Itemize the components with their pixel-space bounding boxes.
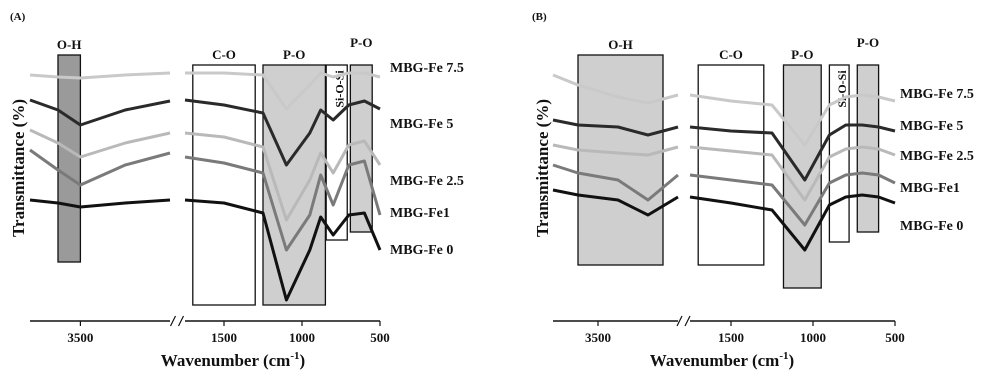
panel-b-series-line	[552, 143, 679, 157]
panel-b-series-line	[689, 93, 896, 147]
panel-b-series-label: MBG-Fe1	[900, 181, 960, 196]
panel-b-xlabel-close: )	[789, 351, 795, 370]
panel-a-series-line	[29, 98, 171, 127]
panel-a-band-label: P-O	[350, 35, 372, 50]
panel-a-axis-break-mark	[169, 315, 177, 327]
panel-b-band-label: C-O	[719, 47, 743, 62]
panel-a-xlabel-close: )	[300, 351, 306, 370]
panel-a-series-line	[184, 131, 382, 222]
panel-a-series-label: MBG-Fe 2.5	[390, 174, 464, 189]
panel-a-x-tick-label: 500	[370, 330, 390, 345]
panel-b-x-tick-label: 3500	[585, 330, 611, 345]
panel-b-series-line	[689, 145, 896, 202]
panel-a-series-label: MBG-Fe1	[390, 206, 450, 221]
panel-a-xlabel-text: Wavenumber (cm	[161, 351, 291, 370]
panel-b-series-label: MBG-Fe 2.5	[900, 149, 974, 164]
panel-b-axis-break-mark	[684, 315, 691, 327]
panel-a-x-tick-label: 1500	[211, 330, 237, 345]
panel-b-axis-break-mark	[676, 315, 683, 327]
panel-b-xlabel-sup: -1	[779, 350, 788, 362]
panel-a-band	[349, 64, 373, 233]
panel-a-axis-break-mark	[177, 315, 185, 327]
panel-b-series-line	[689, 123, 896, 182]
panel-a-series-label: MBG-Fe 7.5	[390, 61, 464, 76]
panel-b-xlabel-text: Wavenumber (cm	[650, 351, 780, 370]
panel-a: (A) Transmittance (%) Wavenumber (cm-1) …	[9, 11, 464, 370]
panel-a-series-line	[184, 98, 381, 167]
panel-b-x-tick-label: 1000	[800, 330, 826, 345]
panel-a-xlabel-sup: -1	[290, 350, 299, 362]
panel-a-series-line	[29, 148, 171, 187]
panel-a-series-line	[29, 198, 171, 209]
panel-a-band-label: O-H	[57, 37, 82, 52]
panel-a-series-label: MBG-Fe 5	[390, 117, 453, 132]
panel-a-series-label: MBG-Fe 0	[390, 243, 453, 258]
panel-b-series-line	[552, 163, 679, 202]
panel-a-series-line	[184, 155, 382, 252]
panel-a-band	[325, 64, 348, 241]
panel-a-xlabel: Wavenumber (cm-1)	[161, 350, 305, 370]
panel-b-series-line	[552, 118, 679, 137]
panel-b-label: (B)	[532, 11, 547, 23]
panel-b-ylabel: Transmittance (%)	[533, 99, 552, 237]
panel-b-x-tick-label: 500	[885, 330, 905, 345]
panel-b-series-label: MBG-Fe 7.5	[900, 87, 974, 102]
panel-a-series-line	[29, 71, 171, 80]
panel-a-band	[57, 54, 82, 263]
panel-a-x-tick-label: 3500	[67, 330, 93, 345]
panel-a-ylabel: Transmittance (%)	[9, 99, 28, 237]
panel-a-series-line	[29, 128, 171, 159]
panel-b-band	[697, 64, 765, 266]
panel-b-xlabel: Wavenumber (cm-1)	[650, 350, 794, 370]
panel-b-series-line	[552, 188, 679, 217]
panel-b-band-label: O-H	[608, 37, 633, 52]
panel-b-series-line	[689, 193, 896, 252]
panel-a-x-tick-label: 1000	[289, 330, 315, 345]
panel-b-band-label: P-O	[857, 35, 879, 50]
panel-b-series-label: MBG-Fe 0	[900, 219, 963, 234]
panel-b-x-tick-label: 1500	[718, 330, 744, 345]
panel-b-series-label: MBG-Fe 5	[900, 119, 963, 134]
panel-b-series-line	[552, 73, 679, 105]
panel-a-band-label: Si-O-Si	[332, 70, 346, 108]
panel-b-band	[577, 54, 664, 266]
panel-a-series-line	[185, 71, 381, 111]
panel-a-label: (A)	[10, 11, 26, 23]
panel-b: (B) Transmittance (%) Wavenumber (cm-1) …	[532, 11, 974, 370]
panel-a-band-label: P-O	[283, 47, 305, 62]
panel-a-series-line	[184, 198, 382, 302]
panel-a-band-label: C-O	[212, 47, 236, 62]
panel-b-series-line	[689, 171, 896, 227]
panel-b-band-label: P-O	[791, 47, 813, 62]
